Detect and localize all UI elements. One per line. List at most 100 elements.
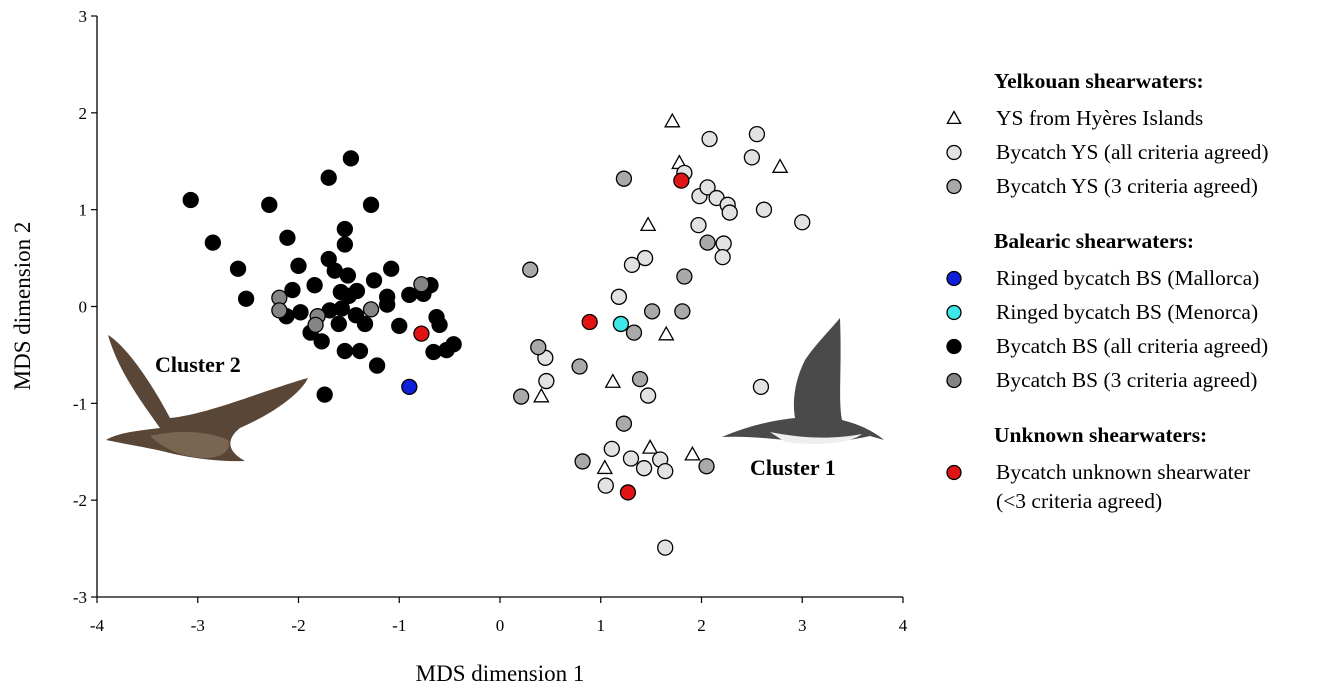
point bbox=[271, 302, 288, 319]
point bbox=[603, 440, 620, 457]
point bbox=[530, 339, 547, 356]
point bbox=[715, 235, 732, 252]
point bbox=[204, 234, 222, 251]
point bbox=[676, 268, 693, 285]
legend-item: Bycatch BS (3 criteria agreed) bbox=[942, 366, 1332, 395]
triangle-point bbox=[664, 112, 681, 128]
point bbox=[743, 149, 761, 166]
point bbox=[313, 333, 330, 350]
legend-label: Bycatch YS (3 criteria agreed) bbox=[996, 174, 1258, 198]
point bbox=[356, 315, 374, 333]
x-tick-label: -1 bbox=[392, 616, 406, 635]
point bbox=[445, 336, 462, 353]
legend-label: Bycatch BS (all criteria agreed) bbox=[996, 334, 1269, 358]
point bbox=[946, 144, 962, 161]
point bbox=[339, 267, 357, 284]
point bbox=[623, 256, 641, 274]
legend-label: Bycatch unknown shearwater (<3 criteria … bbox=[996, 460, 1251, 513]
triangle-point bbox=[946, 110, 962, 125]
point bbox=[946, 178, 962, 195]
legend-swatch bbox=[946, 110, 962, 125]
point bbox=[513, 388, 530, 405]
point bbox=[571, 358, 588, 375]
point bbox=[674, 303, 691, 320]
point bbox=[316, 386, 333, 403]
point bbox=[615, 415, 633, 432]
legend-group-title: Unknown shearwaters: bbox=[994, 423, 1208, 447]
legend-label: Ringed bycatch BS (Mallorca) bbox=[996, 266, 1260, 290]
point bbox=[574, 453, 591, 470]
point bbox=[362, 196, 380, 213]
x-axis-label: MDS dimension 1 bbox=[416, 661, 585, 686]
point bbox=[752, 378, 770, 396]
point bbox=[639, 387, 657, 404]
point bbox=[182, 191, 199, 209]
triangle-point bbox=[604, 373, 622, 388]
point bbox=[721, 204, 738, 221]
bird-cluster-1 bbox=[722, 318, 884, 444]
point bbox=[431, 316, 448, 334]
point bbox=[290, 257, 307, 274]
point bbox=[368, 357, 386, 374]
point bbox=[657, 462, 674, 480]
x-tick-label: 4 bbox=[899, 616, 908, 635]
point bbox=[362, 301, 380, 318]
legend-swatch bbox=[946, 270, 962, 287]
y-tick-label: -3 bbox=[73, 588, 87, 607]
point bbox=[383, 260, 400, 277]
point bbox=[699, 179, 716, 196]
point bbox=[261, 196, 278, 213]
point bbox=[401, 378, 418, 396]
point bbox=[581, 313, 598, 331]
point bbox=[612, 315, 630, 333]
y-tick-label: 1 bbox=[79, 201, 88, 220]
point bbox=[284, 281, 301, 299]
legend-label: YS from Hyères Islands bbox=[996, 106, 1204, 130]
point bbox=[330, 315, 347, 333]
x-tick-label: -3 bbox=[191, 616, 205, 635]
point bbox=[698, 458, 715, 475]
x-tick-label: 0 bbox=[496, 616, 505, 635]
legend-item: Bycatch YS (all criteria agreed) bbox=[942, 138, 1332, 167]
legend-swatch bbox=[946, 372, 962, 389]
legend-swatch bbox=[946, 338, 962, 355]
y-axis-label: MDS dimension 2 bbox=[10, 222, 35, 391]
triangle-point bbox=[641, 439, 659, 454]
point bbox=[946, 270, 962, 287]
x-tick-label: 1 bbox=[597, 616, 606, 635]
point bbox=[946, 372, 962, 389]
legend-gap bbox=[942, 400, 1332, 420]
point bbox=[333, 300, 350, 317]
bird-cluster-2 bbox=[106, 335, 308, 462]
point bbox=[610, 288, 628, 305]
legend-gap bbox=[942, 206, 1332, 226]
point bbox=[673, 172, 690, 189]
x-tick-label: -2 bbox=[291, 616, 305, 635]
point bbox=[701, 130, 718, 148]
point bbox=[635, 460, 653, 477]
legend: Yelkouan shearwaters: YS from Hyères Isla… bbox=[942, 66, 1332, 521]
legend-swatch bbox=[946, 144, 962, 161]
legend-item: Bycatch unknown shearwater (<3 criteria … bbox=[942, 458, 1332, 516]
point bbox=[340, 287, 358, 304]
triangle-point bbox=[639, 216, 657, 232]
point bbox=[342, 150, 360, 167]
point bbox=[379, 296, 396, 313]
legend-swatch bbox=[946, 178, 962, 195]
point bbox=[946, 338, 962, 355]
point bbox=[401, 286, 418, 304]
y-tick-label: 2 bbox=[79, 104, 88, 123]
point bbox=[619, 484, 637, 501]
point bbox=[597, 477, 614, 494]
point bbox=[643, 303, 661, 320]
point bbox=[413, 276, 430, 293]
triangle-point bbox=[684, 445, 701, 461]
legend-swatch bbox=[946, 464, 962, 481]
legend-group-title: Balearic shearwaters: bbox=[994, 229, 1194, 253]
cluster-label: Cluster 2 bbox=[155, 352, 241, 377]
point bbox=[615, 170, 633, 187]
point bbox=[229, 260, 247, 277]
point bbox=[631, 370, 649, 388]
point bbox=[690, 217, 707, 234]
point bbox=[320, 169, 337, 186]
